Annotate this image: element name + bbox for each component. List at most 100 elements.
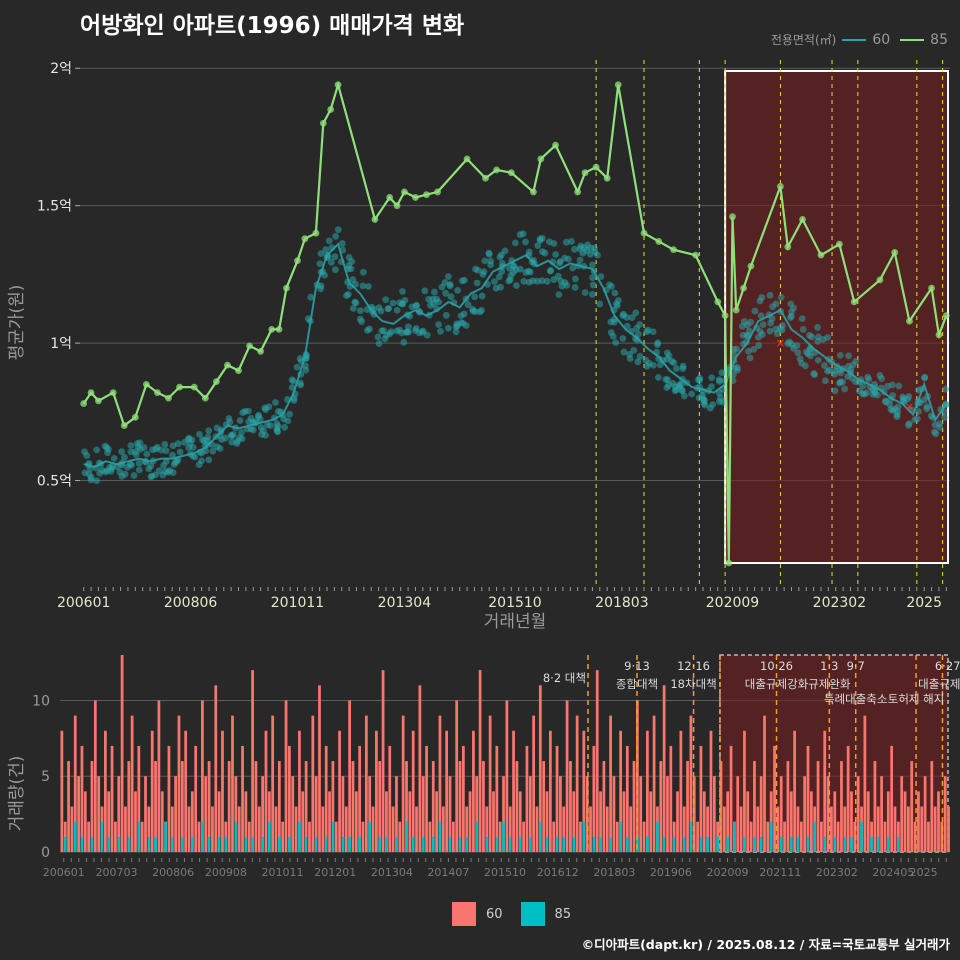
legend-box-60 xyxy=(452,902,476,926)
bar-60 xyxy=(783,821,786,852)
bar-60 xyxy=(722,806,726,852)
source-footer: ©디아파트(dapt.kr) / 2025.08.12 / 자료=국토교통부 실… xyxy=(581,937,950,952)
scatter-point-60 xyxy=(669,379,677,387)
bar-85 xyxy=(431,836,435,852)
policy-annotation: 종합대책 xyxy=(616,677,658,691)
bar-85 xyxy=(341,836,345,852)
scatter-point-60 xyxy=(480,268,488,276)
scatter-point-60 xyxy=(772,325,780,333)
scatter-point-60 xyxy=(609,333,617,340)
bar-60 xyxy=(214,685,218,852)
scatter-point-60 xyxy=(859,382,867,390)
scatter-point-60 xyxy=(688,390,696,398)
bar-60 xyxy=(622,791,626,852)
bar-60 xyxy=(699,745,703,852)
bar-60 xyxy=(712,776,716,852)
scatter-point-60 xyxy=(365,283,372,290)
scatter-point-60 xyxy=(905,420,913,427)
bar-60 xyxy=(244,791,248,852)
scatter-point-60 xyxy=(344,290,352,298)
scatter-point-60 xyxy=(400,338,408,346)
bar-60 xyxy=(77,776,80,852)
scatter-point-60 xyxy=(110,454,118,462)
scatter-point-60 xyxy=(447,293,455,301)
x-tick-label: 2025 xyxy=(906,595,942,611)
series-line-85 xyxy=(82,80,948,564)
scatter-point-60 xyxy=(589,281,597,289)
bar-60 xyxy=(184,730,188,852)
bar-85 xyxy=(368,821,372,852)
scatter-point-60 xyxy=(228,438,236,446)
scatter-point-60 xyxy=(127,442,135,449)
bar-60 xyxy=(448,776,452,852)
volume-x-tick-label: 202302 xyxy=(816,866,858,879)
bar-60 xyxy=(522,821,525,852)
scatter-point-60 xyxy=(135,459,143,467)
bar-85 xyxy=(421,836,425,852)
scatter-point-60 xyxy=(649,361,657,369)
bar-60 xyxy=(595,670,599,852)
bar-85 xyxy=(850,836,853,852)
scatter-point-60 xyxy=(623,313,630,321)
bar-60 xyxy=(686,761,689,852)
legend-line-85 xyxy=(900,38,925,41)
scatter-point-60 xyxy=(541,249,549,257)
bar-60 xyxy=(348,700,351,852)
scatter-point-60 xyxy=(338,240,346,247)
bar-85 xyxy=(518,836,522,852)
bar-60 xyxy=(515,761,519,852)
bar-60 xyxy=(642,821,646,852)
scatter-point-60 xyxy=(325,237,333,245)
bar-60 xyxy=(629,806,633,852)
scatter-point-60 xyxy=(634,358,642,366)
scatter-point-60 xyxy=(766,327,774,335)
scatter-point-60 xyxy=(290,397,298,404)
scatter-point-60 xyxy=(539,234,546,242)
x-tick-label: 201011 xyxy=(271,595,324,611)
bar-60 xyxy=(569,761,572,852)
bar-60 xyxy=(495,745,499,852)
bar-60 xyxy=(873,761,877,852)
bar-60 xyxy=(254,761,258,852)
scatter-point-60 xyxy=(534,242,542,249)
scatter-point-60 xyxy=(152,471,159,479)
bar-60 xyxy=(247,821,251,852)
scatter-point-60 xyxy=(505,264,513,272)
bar-85 xyxy=(378,836,382,852)
bar-60 xyxy=(418,685,422,852)
scatter-point-60 xyxy=(218,426,225,434)
bar-60 xyxy=(910,761,914,852)
bar-60 xyxy=(646,730,649,852)
bar-60 xyxy=(277,761,281,852)
bar-85 xyxy=(599,836,602,852)
scatter-point-60 xyxy=(746,354,754,362)
scatter-point-60 xyxy=(204,433,212,441)
bar-85 xyxy=(224,836,228,852)
scatter-point-60 xyxy=(793,342,801,350)
bar-60 xyxy=(562,806,566,852)
bar-60 xyxy=(809,791,813,852)
bar-85 xyxy=(545,836,549,852)
y-axis-label: 평균가(원) xyxy=(7,285,27,361)
scatter-point-60 xyxy=(546,267,554,275)
bar-60 xyxy=(358,745,362,852)
bar-60 xyxy=(197,821,201,852)
scatter-point-60 xyxy=(352,299,360,307)
bar-60 xyxy=(753,761,756,852)
scatter-point-60 xyxy=(83,452,91,459)
policy-annotation: 특례대출축소 xyxy=(824,692,887,706)
scatter-point-60 xyxy=(520,277,528,285)
scatter-point-60 xyxy=(664,376,671,384)
volume-x-tick-label: 201510 xyxy=(484,866,526,879)
bar-60 xyxy=(575,715,579,852)
scatter-point-60 xyxy=(719,398,727,406)
scatter-point-60 xyxy=(349,305,357,312)
bar-60 xyxy=(174,776,178,852)
bar-85 xyxy=(562,836,566,852)
legend-box-85 xyxy=(520,902,545,926)
volume-legend: 60 85 xyxy=(452,902,571,926)
scatter-point-60 xyxy=(205,456,213,464)
bar-85 xyxy=(385,836,388,852)
scatter-point-60 xyxy=(216,445,224,452)
